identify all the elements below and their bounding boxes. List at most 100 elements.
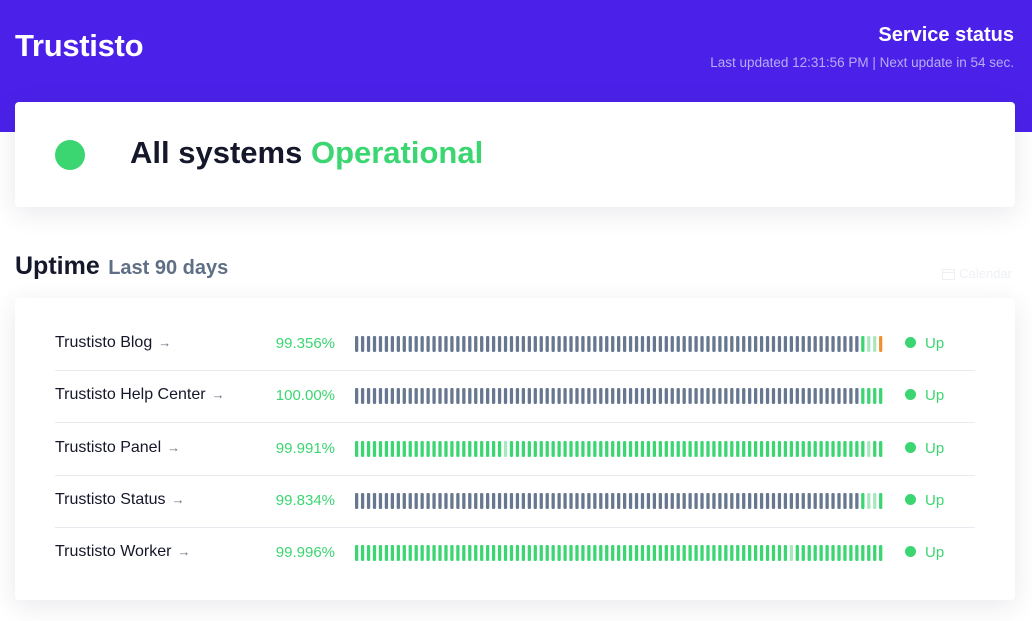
uptime-day-bar[interactable] (593, 545, 597, 561)
uptime-day-bar[interactable] (795, 336, 799, 352)
uptime-day-bar[interactable] (807, 441, 811, 457)
uptime-day-bar[interactable] (759, 336, 764, 352)
uptime-day-bar[interactable] (849, 493, 853, 509)
uptime-day-bar[interactable] (640, 336, 645, 352)
uptime-day-bar[interactable] (736, 545, 740, 561)
uptime-day-bar[interactable] (789, 336, 793, 352)
uptime-day-bar[interactable] (730, 441, 734, 457)
uptime-day-bar[interactable] (408, 493, 412, 509)
uptime-day-bar[interactable] (414, 336, 418, 352)
uptime-day-bar[interactable] (396, 493, 400, 509)
uptime-day-bar[interactable] (825, 493, 829, 509)
uptime-day-bar[interactable] (533, 493, 537, 509)
uptime-day-bar[interactable] (777, 388, 782, 404)
uptime-day-bar[interactable] (426, 336, 430, 352)
uptime-day-bar[interactable] (730, 545, 734, 561)
uptime-day-bar[interactable] (551, 441, 555, 457)
uptime-day-bar[interactable] (855, 493, 859, 509)
uptime-day-bar[interactable] (718, 336, 722, 352)
uptime-day-bar[interactable] (569, 441, 573, 457)
uptime-day-bar[interactable] (533, 441, 537, 457)
uptime-day-bar[interactable] (765, 336, 770, 352)
uptime-day-bar[interactable] (652, 545, 657, 561)
uptime-day-bar[interactable] (843, 545, 847, 561)
uptime-day-bar[interactable] (718, 388, 722, 404)
uptime-day-bar[interactable] (879, 545, 883, 561)
uptime-day-bar[interactable] (849, 441, 853, 457)
uptime-day-bar[interactable] (581, 388, 585, 404)
uptime-day-bar[interactable] (837, 493, 841, 509)
uptime-day-bar[interactable] (587, 441, 591, 457)
uptime-day-bar[interactable] (795, 493, 799, 509)
uptime-day-bar[interactable] (813, 336, 817, 352)
uptime-day-bar[interactable] (783, 545, 788, 561)
uptime-day-bar[interactable] (450, 545, 454, 561)
uptime-day-bar[interactable] (640, 545, 645, 561)
uptime-day-bar[interactable] (545, 388, 549, 404)
monitor-link[interactable]: Trustisto Help Center → (55, 386, 225, 404)
uptime-day-bar[interactable] (879, 336, 883, 352)
uptime-day-bar[interactable] (462, 336, 466, 352)
uptime-day-bar[interactable] (390, 545, 395, 561)
uptime-day-bar[interactable] (486, 336, 490, 352)
uptime-day-bar[interactable] (468, 441, 472, 457)
uptime-day-bar[interactable] (789, 388, 793, 404)
uptime-day-bar[interactable] (831, 388, 835, 404)
uptime-day-bar[interactable] (402, 336, 406, 352)
uptime-day-bar[interactable] (712, 441, 716, 457)
uptime-day-bar[interactable] (783, 388, 788, 404)
uptime-day-bar[interactable] (849, 336, 853, 352)
uptime-day-bar[interactable] (539, 388, 543, 404)
uptime-day-bar[interactable] (843, 388, 847, 404)
uptime-day-bar[interactable] (634, 441, 639, 457)
uptime-day-bar[interactable] (617, 441, 621, 457)
uptime-day-bar[interactable] (658, 336, 662, 352)
uptime-day-bar[interactable] (402, 388, 406, 404)
uptime-day-bar[interactable] (432, 441, 436, 457)
uptime-day-bar[interactable] (450, 441, 454, 457)
uptime-day-bar[interactable] (688, 336, 692, 352)
uptime-day-bar[interactable] (765, 388, 770, 404)
uptime-day-bar[interactable] (497, 441, 502, 457)
uptime-day-bar[interactable] (682, 336, 686, 352)
uptime-day-bar[interactable] (438, 336, 442, 352)
uptime-day-bar[interactable] (611, 493, 615, 509)
uptime-day-bar[interactable] (789, 441, 793, 457)
uptime-day-bar[interactable] (664, 441, 668, 457)
uptime-day-bar[interactable] (676, 493, 680, 509)
brand-logo[interactable]: Trustisto (15, 28, 144, 63)
uptime-day-bar[interactable] (736, 441, 740, 457)
uptime-day-bar[interactable] (360, 441, 365, 457)
uptime-day-bar[interactable] (700, 545, 704, 561)
monitor-link[interactable]: Trustisto Status → (55, 491, 185, 509)
uptime-day-bar[interactable] (819, 336, 823, 352)
uptime-day-bar[interactable] (432, 336, 436, 352)
uptime-day-bar[interactable] (396, 388, 400, 404)
uptime-day-bar[interactable] (706, 493, 710, 509)
uptime-day-bar[interactable] (605, 388, 609, 404)
uptime-day-bar[interactable] (432, 493, 436, 509)
uptime-day-bar[interactable] (491, 388, 496, 404)
uptime-day-bar[interactable] (867, 441, 871, 457)
uptime-day-bar[interactable] (408, 336, 412, 352)
uptime-day-bar[interactable] (813, 388, 817, 404)
uptime-day-bar[interactable] (468, 545, 472, 561)
uptime-day-bar[interactable] (515, 441, 520, 457)
uptime-day-bar[interactable] (557, 441, 561, 457)
uptime-day-bar[interactable] (551, 493, 555, 509)
uptime-day-bar[interactable] (789, 545, 793, 561)
uptime-day-bar[interactable] (414, 545, 418, 561)
uptime-day-bar[interactable] (742, 388, 746, 404)
uptime-day-bar[interactable] (372, 441, 377, 457)
uptime-day-bar[interactable] (742, 441, 746, 457)
uptime-day-bar[interactable] (694, 336, 698, 352)
uptime-day-bar[interactable] (539, 441, 543, 457)
uptime-day-bar[interactable] (366, 441, 371, 457)
uptime-day-bar[interactable] (825, 545, 829, 561)
uptime-day-bar[interactable] (831, 545, 835, 561)
uptime-day-bar[interactable] (646, 336, 651, 352)
uptime-day-bar[interactable] (605, 493, 609, 509)
uptime-day-bar[interactable] (509, 545, 514, 561)
uptime-day-bar[interactable] (480, 336, 484, 352)
uptime-day-bar[interactable] (456, 441, 460, 457)
